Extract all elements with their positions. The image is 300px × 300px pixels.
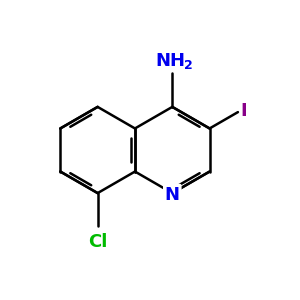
Text: I: I: [240, 102, 247, 120]
Text: Cl: Cl: [88, 233, 107, 251]
Text: N: N: [165, 186, 180, 204]
Text: 2: 2: [184, 59, 193, 72]
Text: NH: NH: [156, 52, 186, 70]
